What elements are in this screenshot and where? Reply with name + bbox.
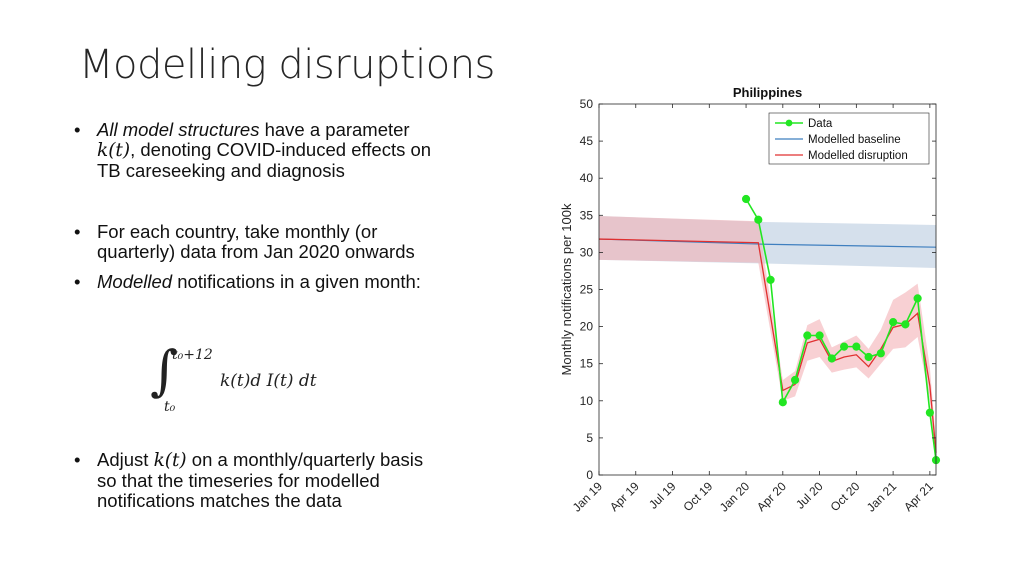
data-point [790,375,800,385]
y-tick-label: 50 [580,97,594,111]
bullet-3-italic: Modelled [97,271,173,292]
disruption-line [598,238,937,453]
bullet-4-text-a: Adjust [97,449,154,470]
y-tick-label: 30 [580,245,594,259]
x-tick-label: Oct 20 [828,479,863,514]
slide-title: Modelling disruptions [79,42,495,88]
bullet-monthly-data: For each country, take monthly (or quart… [74,222,444,262]
integral-sign: ∫ [150,339,179,402]
y-tick-label: 0 [586,468,593,482]
x-tick-label: Apr 21 [901,479,936,514]
bullet-3-text: notifications in a given month: [172,271,421,292]
bullet-4-text-b: on a monthly/quarterly basis so that the… [97,449,424,511]
data-point [876,349,885,358]
y-tick-label: 45 [580,134,594,148]
bullet-list-2: Adjust k(t) on a monthly/quarterly basis… [74,450,444,511]
x-tick-label: Apr 19 [607,479,642,514]
bullet-1-text-a: have a parameter [259,119,410,140]
x-tick-label: Jan 19 [570,479,606,515]
disruption-uncertainty-band [599,216,936,464]
data-point [913,294,922,303]
x-tick-label: Jan 20 [717,479,753,515]
bullet-1-text-b: , denoting COVID-induced effects on TB c… [97,139,432,181]
x-tick-label: Jan 21 [864,479,900,515]
legend-label: Modelled baseline [808,134,901,146]
bullet-adjust-k: Adjust k(t) on a monthly/quarterly basis… [74,450,444,511]
y-tick-label: 35 [580,208,594,222]
data-point [815,331,824,340]
data-point [889,318,898,327]
bullet-list: All model structures have a parameter k(… [74,120,444,293]
legend-label: Data [808,118,833,130]
bullet-modelled-notifications: Modelled notifications in a given month: [74,271,444,293]
data-point [827,354,836,363]
data-point [778,398,787,407]
integral-lower-limit: t₀ [164,399,176,415]
y-tick-label: 20 [580,320,594,334]
data-point [864,352,873,362]
chart-title: Philippines [733,85,802,100]
bullet-2-text: For each country, take monthly (or quart… [97,221,415,262]
y-tick-label: 5 [586,431,593,445]
y-tick-label: 25 [580,283,594,297]
data-point [852,342,861,351]
y-axis-label: Monthly notifications per 100k [559,203,574,375]
x-tick-label: Apr 20 [754,479,789,514]
bullet-model-structures: All model structures have a parameter k(… [74,120,444,181]
integral-upper-limit: t₀+12 [172,347,213,363]
data-point [766,275,775,284]
y-tick-label: 40 [580,171,594,185]
data-point [901,320,910,329]
x-tick-label: Jul 19 [646,479,679,512]
bullet-1-math: k(t) [97,140,131,161]
data-point [741,194,751,204]
data-point [839,342,849,351]
bullet-1-italic: All model structures [97,119,260,140]
legend-label: Modelled disruption [808,150,908,162]
bullet-4-math: k(t) [153,450,187,471]
y-tick-label: 10 [580,394,594,408]
data-point [925,408,934,417]
y-tick-label: 15 [580,357,594,371]
data-point [803,331,812,340]
x-tick-label: Jul 20 [793,479,826,512]
legend-marker [785,119,793,127]
x-tick-label: Oct 19 [681,479,716,514]
integral-body: k(t)d I(t) dt [220,371,317,391]
integral-formula: ∫ t₀+12 t₀ k(t)d I(t) dt [150,339,390,420]
data-point [754,215,763,224]
